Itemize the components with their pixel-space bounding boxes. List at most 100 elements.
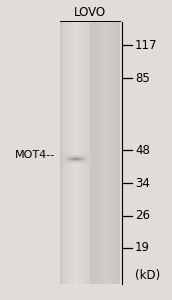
- Bar: [68, 161, 69, 162]
- Bar: [66, 157, 67, 158]
- Bar: [71, 162, 72, 163]
- Bar: [73, 162, 74, 163]
- Bar: [69, 160, 70, 161]
- Bar: [100, 22, 101, 284]
- Bar: [77, 160, 78, 161]
- Bar: [78, 162, 79, 163]
- Bar: [112, 22, 113, 284]
- Bar: [71, 159, 72, 160]
- Bar: [84, 162, 85, 163]
- Bar: [72, 158, 73, 159]
- Bar: [94, 22, 95, 284]
- Bar: [88, 160, 89, 161]
- Bar: [64, 155, 65, 156]
- Bar: [76, 22, 77, 284]
- Bar: [71, 156, 72, 157]
- Bar: [79, 160, 80, 161]
- Bar: [69, 160, 70, 161]
- Text: MOT4--: MOT4--: [15, 150, 55, 160]
- Bar: [77, 156, 78, 157]
- Bar: [76, 160, 77, 161]
- Bar: [79, 158, 80, 159]
- Bar: [80, 160, 81, 161]
- Bar: [85, 156, 86, 157]
- Bar: [82, 155, 83, 156]
- Bar: [76, 157, 77, 158]
- Bar: [75, 155, 76, 156]
- Bar: [113, 22, 114, 284]
- Bar: [75, 161, 76, 162]
- Bar: [74, 160, 75, 161]
- Bar: [82, 157, 83, 158]
- Bar: [86, 155, 87, 156]
- Bar: [83, 157, 84, 158]
- Bar: [88, 157, 89, 158]
- Bar: [77, 160, 78, 161]
- Bar: [82, 160, 83, 161]
- Bar: [87, 159, 88, 160]
- Bar: [98, 22, 99, 284]
- Bar: [95, 22, 96, 284]
- Bar: [66, 162, 67, 163]
- Bar: [104, 22, 105, 284]
- Bar: [67, 157, 68, 158]
- Bar: [70, 161, 71, 162]
- Bar: [81, 156, 82, 157]
- Bar: [64, 162, 65, 163]
- Text: 48: 48: [135, 144, 150, 157]
- Bar: [85, 161, 86, 162]
- Bar: [96, 22, 97, 284]
- Bar: [79, 162, 80, 163]
- Bar: [75, 158, 76, 159]
- Bar: [89, 160, 90, 161]
- Bar: [65, 22, 66, 284]
- Bar: [109, 22, 110, 284]
- Bar: [74, 158, 75, 159]
- Bar: [73, 157, 74, 158]
- Bar: [72, 160, 73, 161]
- Bar: [103, 22, 104, 284]
- Bar: [73, 160, 74, 161]
- Bar: [62, 162, 63, 163]
- Bar: [67, 156, 68, 157]
- Bar: [65, 157, 66, 158]
- Bar: [80, 161, 81, 162]
- Bar: [62, 157, 63, 158]
- Bar: [110, 22, 111, 284]
- Bar: [84, 160, 85, 161]
- Bar: [89, 158, 90, 159]
- Bar: [63, 162, 64, 163]
- Bar: [65, 158, 66, 159]
- Bar: [97, 22, 98, 284]
- Bar: [84, 155, 85, 156]
- Bar: [69, 159, 70, 160]
- Bar: [80, 160, 81, 161]
- Bar: [74, 160, 75, 161]
- Bar: [116, 22, 117, 284]
- Bar: [79, 155, 80, 156]
- Bar: [87, 162, 88, 163]
- Bar: [65, 160, 66, 161]
- Bar: [80, 157, 81, 158]
- Bar: [105, 22, 106, 284]
- Bar: [71, 158, 72, 159]
- Bar: [80, 158, 81, 159]
- Bar: [81, 160, 82, 161]
- Bar: [66, 158, 67, 159]
- Bar: [73, 158, 74, 159]
- Bar: [65, 160, 66, 161]
- Bar: [81, 160, 82, 161]
- Bar: [63, 155, 64, 156]
- Bar: [68, 160, 69, 161]
- Text: 117: 117: [135, 39, 158, 52]
- Bar: [84, 161, 85, 162]
- Bar: [68, 156, 69, 157]
- Bar: [70, 160, 71, 161]
- Bar: [115, 22, 116, 284]
- Bar: [78, 160, 79, 161]
- Bar: [73, 22, 74, 284]
- Bar: [82, 158, 83, 159]
- Bar: [82, 162, 83, 163]
- Bar: [74, 157, 75, 158]
- Bar: [86, 159, 87, 160]
